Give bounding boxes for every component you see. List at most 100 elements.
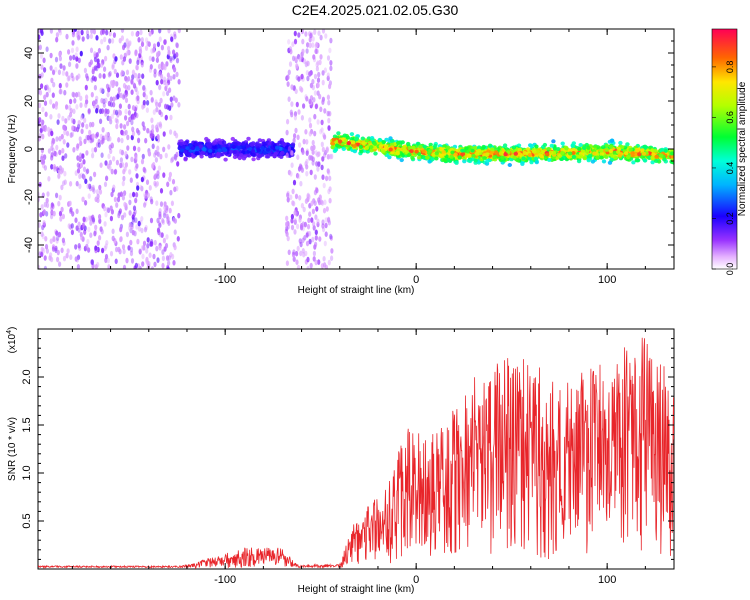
- spectral-cell: [114, 168, 118, 175]
- spectral-cell: [542, 142, 548, 147]
- spectral-cell: [112, 184, 116, 191]
- spectral-cell: [108, 144, 112, 150]
- spectral-cell: [329, 37, 333, 44]
- spectral-cell: [50, 77, 54, 84]
- spectral-cell: [156, 227, 161, 233]
- spectral-cell: [616, 146, 622, 151]
- spectral-cell: [146, 243, 150, 249]
- spectral-cell: [293, 219, 297, 225]
- spectrogram-y-axis-label: Frequency (Hz): [7, 115, 18, 184]
- spectral-cell: [326, 110, 330, 117]
- spectral-cell: [368, 145, 374, 150]
- spectral-cell: [273, 151, 278, 156]
- spectral-cell: [311, 36, 315, 42]
- spectral-cell: [124, 129, 128, 136]
- spectral-cell: [601, 145, 606, 150]
- spectral-cell: [128, 58, 132, 64]
- spectral-cell: [535, 149, 541, 154]
- spectral-cell: [71, 211, 75, 217]
- spectral-cell: [232, 150, 237, 154]
- spectral-cell: [49, 99, 53, 105]
- spectral-cell: [169, 129, 173, 135]
- spectral-cell: [89, 33, 93, 40]
- spectral-cell: [330, 141, 335, 146]
- spectral-cell: [552, 146, 558, 151]
- spectral-cell: [305, 139, 309, 145]
- spectral-cell: [98, 235, 102, 241]
- spectral-cell: [57, 231, 62, 238]
- spectral-cell: [80, 29, 84, 36]
- spectral-cell: [314, 259, 318, 266]
- spectral-cell: [132, 83, 137, 89]
- spectral-cell: [100, 62, 104, 68]
- spectral-cell: [151, 143, 155, 150]
- spectral-cell: [43, 255, 47, 261]
- spectral-cell: [63, 129, 67, 136]
- spectral-cell: [128, 210, 132, 216]
- spectral-cell: [160, 44, 164, 51]
- spectral-cell: [237, 142, 242, 146]
- spectral-cell: [137, 137, 141, 144]
- spectral-cell: [63, 170, 67, 177]
- spectral-cell: [44, 236, 48, 242]
- spectrogram-y-tick-label: -40: [23, 237, 35, 253]
- spectral-cell: [77, 227, 81, 233]
- spectral-cell: [315, 206, 319, 212]
- spectral-cell: [140, 37, 144, 43]
- spectral-cell: [311, 42, 315, 48]
- spectral-cell: [165, 81, 169, 88]
- spectral-cell: [145, 179, 150, 185]
- spectral-cell: [460, 148, 465, 153]
- spectral-cell: [670, 151, 674, 156]
- spectral-cell: [109, 250, 114, 257]
- spectral-cell: [86, 168, 90, 174]
- spectral-cell: [141, 153, 145, 160]
- spectral-cell: [320, 164, 324, 171]
- spectral-cell: [170, 102, 174, 108]
- spectral-cell: [110, 168, 114, 175]
- spectral-cell: [324, 222, 328, 229]
- spectral-cell: [76, 126, 80, 133]
- spectral-cell: [305, 70, 309, 76]
- spectral-cell: [120, 214, 125, 221]
- spectral-cell: [326, 168, 330, 174]
- spectral-cell: [163, 39, 167, 45]
- spectral-cell: [320, 119, 324, 126]
- spectral-cell: [40, 204, 44, 210]
- spectral-cell: [311, 156, 315, 163]
- spectral-cell: [293, 133, 297, 139]
- spectral-cell: [43, 265, 47, 269]
- spectral-cell: [40, 83, 44, 89]
- spectral-cell: [38, 117, 42, 123]
- spectral-cell: [61, 70, 65, 76]
- spectral-cell: [89, 47, 94, 54]
- spectral-cell: [291, 41, 295, 47]
- spectral-cell: [604, 143, 609, 148]
- spectral-cell: [329, 233, 333, 240]
- spectral-cell: [287, 249, 291, 256]
- spectral-cell: [137, 220, 141, 227]
- spectral-cell: [306, 42, 310, 48]
- spectral-cell: [44, 243, 49, 250]
- spectral-cell: [93, 84, 97, 91]
- spectral-cell: [551, 139, 556, 144]
- spectral-cell: [527, 156, 532, 161]
- spectral-cell: [308, 131, 312, 137]
- spectral-cell: [595, 155, 600, 160]
- spectral-cell: [162, 91, 166, 97]
- spectral-cell: [75, 225, 79, 231]
- spectral-cell: [233, 141, 238, 146]
- spectral-cell: [65, 252, 69, 259]
- spectral-cell: [557, 153, 562, 158]
- spectral-cell: [587, 153, 593, 158]
- spectral-cell: [299, 180, 303, 187]
- snr-y-tick-label: 1.5: [21, 417, 33, 432]
- spectral-cell: [625, 142, 630, 147]
- spectral-cell: [251, 152, 256, 157]
- spectral-cell: [95, 107, 99, 114]
- spectral-cell: [118, 103, 122, 109]
- spectral-cell: [310, 200, 314, 207]
- spectral-cell: [651, 152, 656, 157]
- spectral-cell: [142, 85, 146, 91]
